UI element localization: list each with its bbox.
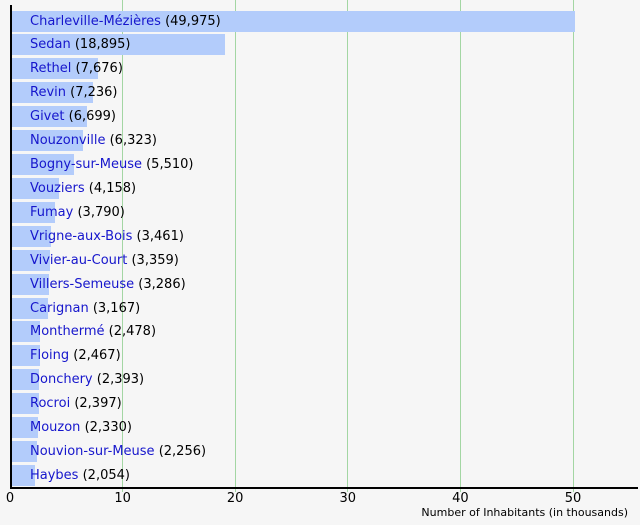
gridline-20: [234, 0, 236, 492]
bar: [12, 345, 40, 367]
bar: [12, 154, 75, 176]
x-tick-label-40: 40: [452, 491, 469, 506]
bar-label: Vivier-au-Court (3,359): [30, 250, 179, 271]
town-link[interactable]: Floing: [30, 348, 70, 364]
bar: [12, 369, 39, 391]
population-value: (7,236): [66, 85, 118, 101]
bar-label: Rocroi (2,397): [30, 393, 122, 414]
town-link[interactable]: Fumay: [30, 204, 74, 220]
bar-label: Vrigne-aux-Bois (3,461): [30, 226, 184, 247]
town-link[interactable]: Mouzon: [30, 420, 81, 436]
gridline-40: [459, 0, 461, 492]
town-link[interactable]: Carignan: [30, 300, 89, 316]
bar: [12, 393, 39, 415]
population-value: (2,256): [154, 444, 207, 460]
bar: [12, 273, 49, 295]
town-link[interactable]: Charleville-Mézières: [30, 13, 161, 29]
x-tick-label-0: 0: [5, 491, 15, 506]
population-value: (4,158): [84, 180, 137, 196]
bar-label: Givet (6,699): [30, 106, 116, 127]
bar: [12, 225, 51, 247]
bar-label: Mouzon (2,330): [30, 417, 132, 438]
town-link[interactable]: Rocroi: [30, 396, 71, 412]
bar-label: Bogny-sur-Meuse (5,510): [30, 154, 193, 175]
bar-label: Monthermé (2,478): [30, 321, 156, 342]
gridline-10: [122, 0, 124, 492]
town-link[interactable]: Haybes: [30, 467, 79, 483]
bar: [12, 464, 36, 486]
bar-label: Fumay (3,790): [30, 202, 125, 223]
bar-label: Vouziers (4,158): [30, 178, 136, 199]
x-tick-label-30: 30: [339, 491, 357, 506]
population-value: (2,397): [70, 396, 122, 412]
town-link[interactable]: Givet: [30, 109, 65, 125]
bar-label: Revin (7,236): [30, 82, 118, 103]
bar-label: Haybes (2,054): [30, 465, 130, 486]
population-value: (7,676): [71, 61, 123, 77]
population-value: (49,975): [160, 13, 221, 29]
population-value: (3,286): [134, 276, 186, 292]
gridline-50: [572, 0, 574, 492]
bar: [12, 82, 94, 104]
population-value: (2,393): [92, 372, 145, 388]
bar-label: Charleville-Mézières (49,975): [30, 11, 221, 32]
town-link[interactable]: Nouzonville: [30, 133, 106, 149]
town-link[interactable]: Vrigne-aux-Bois: [30, 228, 133, 244]
bar-label: Sedan (18,895): [30, 34, 130, 55]
population-value: (2,054): [78, 467, 130, 483]
bar-label: Donchery (2,393): [30, 369, 144, 390]
bar-label: Rethel (7,676): [30, 58, 123, 79]
town-link[interactable]: Rethel: [30, 61, 72, 77]
bar: [12, 321, 40, 343]
bar: [12, 417, 39, 439]
bar: [12, 10, 575, 32]
bar: [12, 249, 50, 271]
town-link[interactable]: Villers-Semeuse: [30, 276, 135, 292]
town-link[interactable]: Bogny-sur-Meuse: [30, 157, 142, 173]
bar: [12, 106, 88, 128]
town-link[interactable]: Vouziers: [30, 180, 85, 196]
y-axis-line: [10, 5, 12, 488]
bar-label: Nouzonville (6,323): [30, 130, 157, 151]
population-value: (2,467): [69, 348, 121, 364]
population-value: (3,359): [127, 252, 179, 268]
town-link[interactable]: Sedan: [30, 37, 71, 53]
population-value: (18,895): [70, 37, 131, 53]
population-value: (3,461): [132, 228, 184, 244]
bar: [12, 130, 84, 152]
bar-label: Carignan (3,167): [30, 298, 140, 319]
bar: [12, 297, 48, 319]
bar: [12, 441, 38, 463]
population-value: (2,330): [80, 420, 132, 436]
bar-label: Nouvion-sur-Meuse (2,256): [30, 441, 206, 462]
population-value: (5,510): [141, 157, 194, 173]
bar: [12, 201, 55, 223]
bar: [12, 58, 99, 80]
x-tick-label-20: 20: [226, 491, 244, 506]
bar: [12, 177, 59, 199]
x-tick-label-50: 50: [564, 491, 582, 506]
x-axis-caption: Number of Inhabitants (in thousands): [421, 506, 628, 519]
population-value: (3,790): [73, 204, 125, 220]
x-tick-label-10: 10: [114, 491, 131, 506]
town-link[interactable]: Vivier-au-Court: [30, 252, 128, 268]
town-link[interactable]: Nouvion-sur-Meuse: [30, 444, 155, 460]
population-value: (3,167): [88, 300, 141, 316]
gridline-30: [347, 0, 349, 492]
bar-label: Villers-Semeuse (3,286): [30, 274, 186, 295]
town-link[interactable]: Monthermé: [30, 324, 105, 340]
bar-label: Floing (2,467): [30, 345, 121, 366]
town-link[interactable]: Revin: [30, 85, 66, 101]
population-value: (6,323): [105, 133, 157, 149]
population-value: (2,478): [104, 324, 157, 340]
bar: [12, 34, 225, 56]
population-value: (6,699): [64, 109, 116, 125]
x-axis-line: [10, 486, 638, 489]
town-link[interactable]: Donchery: [30, 372, 93, 388]
